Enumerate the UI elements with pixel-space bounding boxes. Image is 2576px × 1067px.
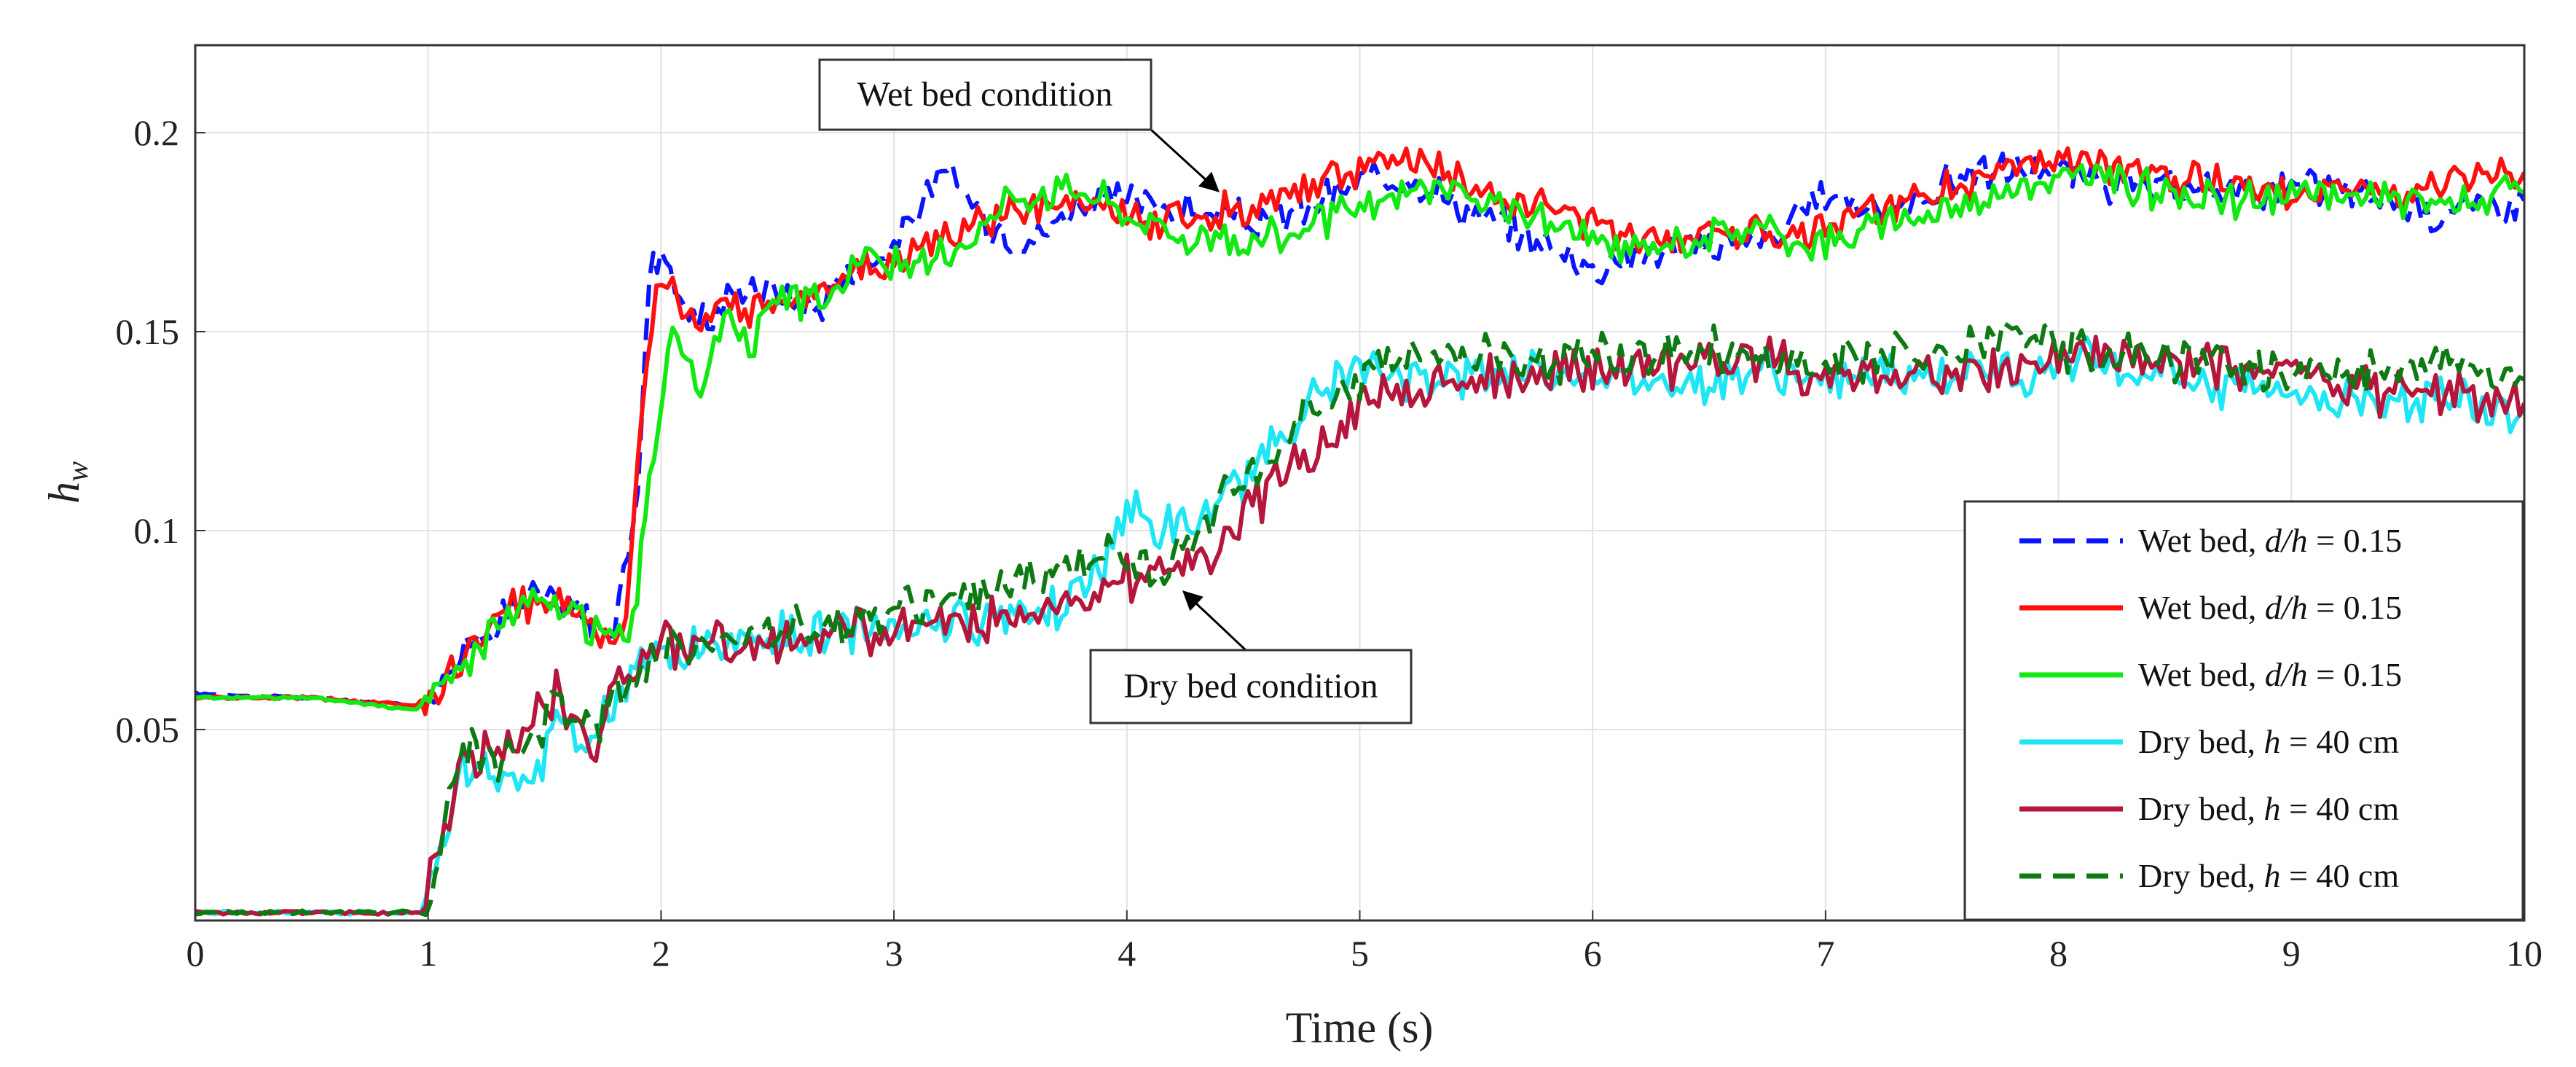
annotation-wet-arrow xyxy=(1150,128,1220,192)
legend-label-6: Dry bed, h = 40 cm xyxy=(2138,857,2399,894)
x-tick-label: 8 xyxy=(2049,933,2068,974)
y-axis-label: hw xyxy=(40,461,95,504)
legend-label-prefix: Dry bed, xyxy=(2138,723,2263,760)
annotation-wet-bed: Wet bed condition xyxy=(818,58,1220,192)
y-axis-label-sub: w xyxy=(61,461,95,482)
x-tick-label: 5 xyxy=(1351,933,1369,974)
legend-label-var: h xyxy=(2263,790,2280,827)
legend-label-var: h xyxy=(2263,857,2280,894)
series-layer xyxy=(195,146,2524,918)
legend-label-suffix: = 40 cm xyxy=(2280,790,2399,827)
x-axis-label: Time (s) xyxy=(1286,1004,1434,1052)
y-tick-label: 0.05 xyxy=(116,709,180,750)
legend-label-prefix: Dry bed, xyxy=(2138,857,2263,894)
legend-label-suffix: = 0.15 xyxy=(2308,589,2402,626)
legend-label-var: d/h xyxy=(2265,522,2308,559)
legend-label-1: Wet bed, d/h = 0.15 xyxy=(2138,522,2402,559)
x-tick-label: 2 xyxy=(652,933,670,974)
legend-label-suffix: = 40 cm xyxy=(2280,857,2399,894)
legend-label-var: h xyxy=(2263,723,2280,760)
annotation-wet-text: Wet bed condition xyxy=(857,75,1113,114)
legend-label-prefix: Wet bed, xyxy=(2138,656,2265,693)
annotation-dry-arrow xyxy=(1182,590,1247,652)
y-tick-label: 0.1 xyxy=(134,510,180,551)
x-tick-label: 3 xyxy=(885,933,903,974)
legend-label-prefix: Wet bed, xyxy=(2138,522,2265,559)
legend-label-suffix: = 40 cm xyxy=(2280,723,2399,760)
legend-label-4: Dry bed, h = 40 cm xyxy=(2138,723,2399,760)
x-tick-label: 4 xyxy=(1118,933,1136,974)
legend-label-var: d/h xyxy=(2265,589,2308,626)
x-tick-label: 6 xyxy=(1584,933,1602,974)
legend-box xyxy=(1963,500,2524,921)
x-tick-label: 9 xyxy=(2282,933,2301,974)
legend-label-prefix: Dry bed, xyxy=(2138,790,2263,827)
legend-label-suffix: = 0.15 xyxy=(2308,656,2402,693)
x-tick-label: 10 xyxy=(2506,933,2542,974)
y-axis-label-base: h xyxy=(40,482,88,504)
y-tick-label: 0.15 xyxy=(116,311,180,352)
annotation-dry-box xyxy=(1089,649,1413,724)
annotation-wet-box xyxy=(818,58,1152,131)
legend-label-3: Wet bed, d/h = 0.15 xyxy=(2138,656,2402,693)
annotation-dry-bed: Dry bed condition xyxy=(1089,590,1413,724)
legend-label-var: d/h xyxy=(2265,656,2308,693)
legend-label-2: Wet bed, d/h = 0.15 xyxy=(2138,589,2402,626)
series-line-3 xyxy=(195,163,2524,712)
legend-label-prefix: Wet bed, xyxy=(2138,589,2265,626)
axis-ticks: 0 1 2 3 4 5 6 7 8 9 10 0.05 0.1 0.15 0.2 xyxy=(116,112,2543,974)
x-tick-label: 1 xyxy=(419,933,437,974)
x-tick-label: 7 xyxy=(1816,933,1834,974)
y-tick-label: 0.2 xyxy=(134,112,180,153)
legend-label-suffix: = 0.15 xyxy=(2308,522,2402,559)
series-line-6 xyxy=(195,320,2524,918)
annotation-dry-text: Dry bed condition xyxy=(1123,667,1378,706)
x-tick-label: 0 xyxy=(186,933,205,974)
legend-label-5: Dry bed, h = 40 cm xyxy=(2138,790,2399,827)
